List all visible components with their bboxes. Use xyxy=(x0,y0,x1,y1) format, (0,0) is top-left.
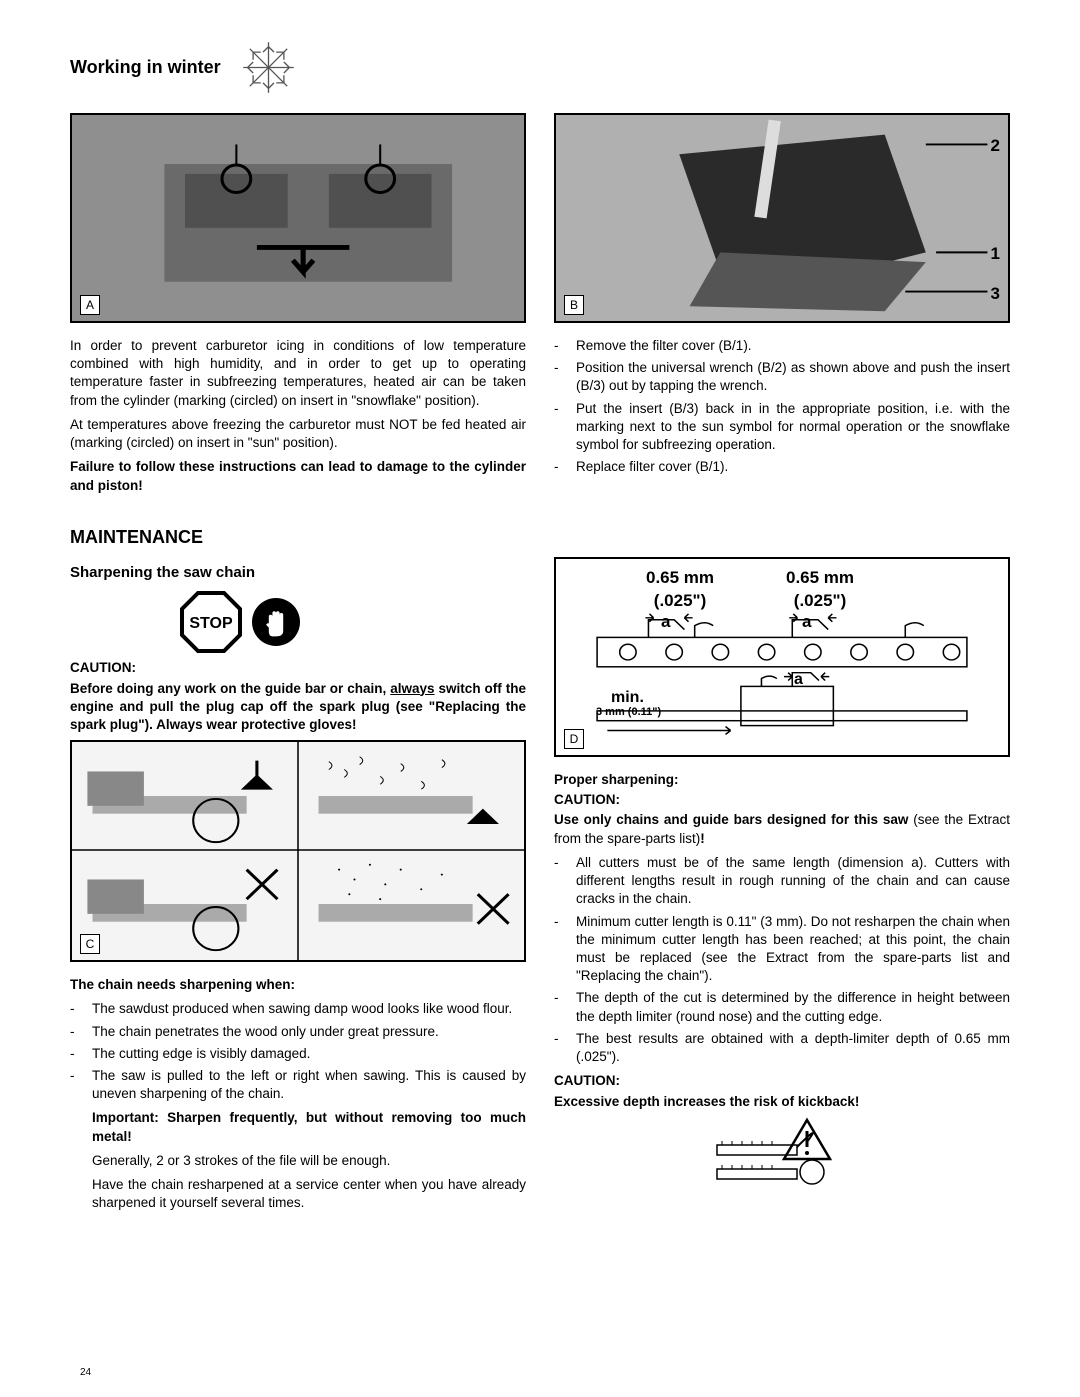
winter-right-b2: Position the universal wrench (B/2) as s… xyxy=(576,359,1010,395)
kickback-icon xyxy=(712,1117,852,1187)
needs-title: The chain needs sharpening when: xyxy=(70,976,526,994)
figure-a-label: A xyxy=(80,295,100,315)
needs-n2: The chain penetrates the wood only under… xyxy=(92,1023,526,1041)
glove-icon xyxy=(252,598,300,646)
winter-right-b4: Replace filter cover (B/1). xyxy=(576,458,1010,476)
needs-n4: The saw is pulled to the left or right w… xyxy=(92,1067,526,1103)
fig-d-m1: 0.65 mm(.025") xyxy=(646,567,714,613)
stop-icon: STOP xyxy=(180,591,242,653)
fig-d-m2: 0.65 mm(.025") xyxy=(786,567,854,613)
winter-figures-row: normal operation subfreezing operation A xyxy=(70,113,1010,337)
figure-c: C xyxy=(70,740,526,962)
heading-winter: Working in winter xyxy=(70,55,221,79)
proper-r2: Minimum cutter length is 0.11" (3 mm). D… xyxy=(576,913,1010,986)
winter-p1: In order to prevent carburetor icing in … xyxy=(70,337,526,410)
figure-d-label: D xyxy=(564,729,584,749)
heading-sharpening: Sharpening the saw chain xyxy=(70,563,526,583)
winter-p2: At temperatures above freezing the carbu… xyxy=(70,416,526,452)
figure-d: 0.65 mm(.025") 0.65 mm(.025") a a min. a… xyxy=(554,557,1010,757)
winter-text-row: In order to prevent carburetor icing in … xyxy=(70,337,1010,501)
heading-maintenance: MAINTENANCE xyxy=(70,525,1010,549)
sharpen-caution-text: Before doing any work on the guide bar o… xyxy=(70,680,526,735)
sharpen-caution-label: CAUTION: xyxy=(70,659,526,677)
gen1: Generally, 2 or 3 strokes of the file wi… xyxy=(92,1152,526,1170)
page-number: 24 xyxy=(80,1366,91,1380)
svg-text:STOP: STOP xyxy=(189,615,233,632)
figure-b-label: B xyxy=(564,295,584,315)
winter-right-b1: Remove the filter cover (B/1). xyxy=(576,337,1010,355)
proper-list: All cutters must be of the same length (… xyxy=(554,854,1010,1066)
winter-heading-row: Working in winter xyxy=(70,40,1010,95)
fig-d-a1: a xyxy=(661,611,670,634)
maintenance-row: Sharpening the saw chain STOP CAUTION: B… xyxy=(70,557,1010,1219)
figure-b-callout-3: 3 xyxy=(991,283,1000,306)
snowflake-icon xyxy=(241,40,296,95)
stop-row: STOP xyxy=(180,591,526,653)
figure-a: normal operation subfreezing operation A xyxy=(70,113,526,323)
gen2: Have the chain resharpened at a service … xyxy=(92,1176,526,1212)
figure-c-label: C xyxy=(80,934,100,954)
figure-b-callout-2: 2 xyxy=(991,135,1000,158)
fig-d-minbottom: 3 mm (0.11") xyxy=(596,705,661,720)
winter-right-b3: Put the insert (B/3) back in in the appr… xyxy=(576,400,1010,455)
right-caution2: CAUTION: xyxy=(554,1072,1010,1090)
important: Important: Sharpen frequently, but witho… xyxy=(92,1109,526,1145)
useonly: Use only chains and guide bars designed … xyxy=(554,811,1010,847)
winter-right-list: Remove the filter cover (B/1). Position … xyxy=(554,337,1010,477)
figure-b: 2 1 3 B xyxy=(554,113,1010,323)
proper-r1: All cutters must be of the same length (… xyxy=(576,854,1010,909)
needs-list: The sawdust produced when sawing damp wo… xyxy=(70,1000,526,1103)
excessive: Excessive depth increases the risk of ki… xyxy=(554,1093,1010,1111)
proper-title: Proper sharpening: xyxy=(554,771,1010,789)
fig-d-a2: a xyxy=(802,611,811,634)
right-caution: CAUTION: xyxy=(554,791,1010,809)
fig-d-a3: a xyxy=(794,669,803,691)
needs-n3: The cutting edge is visibly damaged. xyxy=(92,1045,526,1063)
proper-r4: The best results are obtained with a dep… xyxy=(576,1030,1010,1066)
winter-p3: Failure to follow these instructions can… xyxy=(70,458,526,494)
proper-r3: The depth of the cut is determined by th… xyxy=(576,989,1010,1025)
needs-n1: The sawdust produced when sawing damp wo… xyxy=(92,1000,526,1018)
figure-b-callout-1: 1 xyxy=(991,243,1000,266)
